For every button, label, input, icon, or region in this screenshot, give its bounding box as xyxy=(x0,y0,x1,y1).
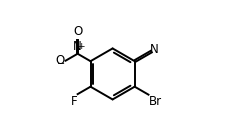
Text: F: F xyxy=(70,95,77,108)
Text: O: O xyxy=(55,54,64,67)
Text: N: N xyxy=(73,40,82,53)
Text: O: O xyxy=(73,25,82,38)
Text: +: + xyxy=(77,42,84,51)
Text: −: − xyxy=(57,59,65,69)
Text: Br: Br xyxy=(148,95,161,108)
Text: N: N xyxy=(149,43,158,56)
